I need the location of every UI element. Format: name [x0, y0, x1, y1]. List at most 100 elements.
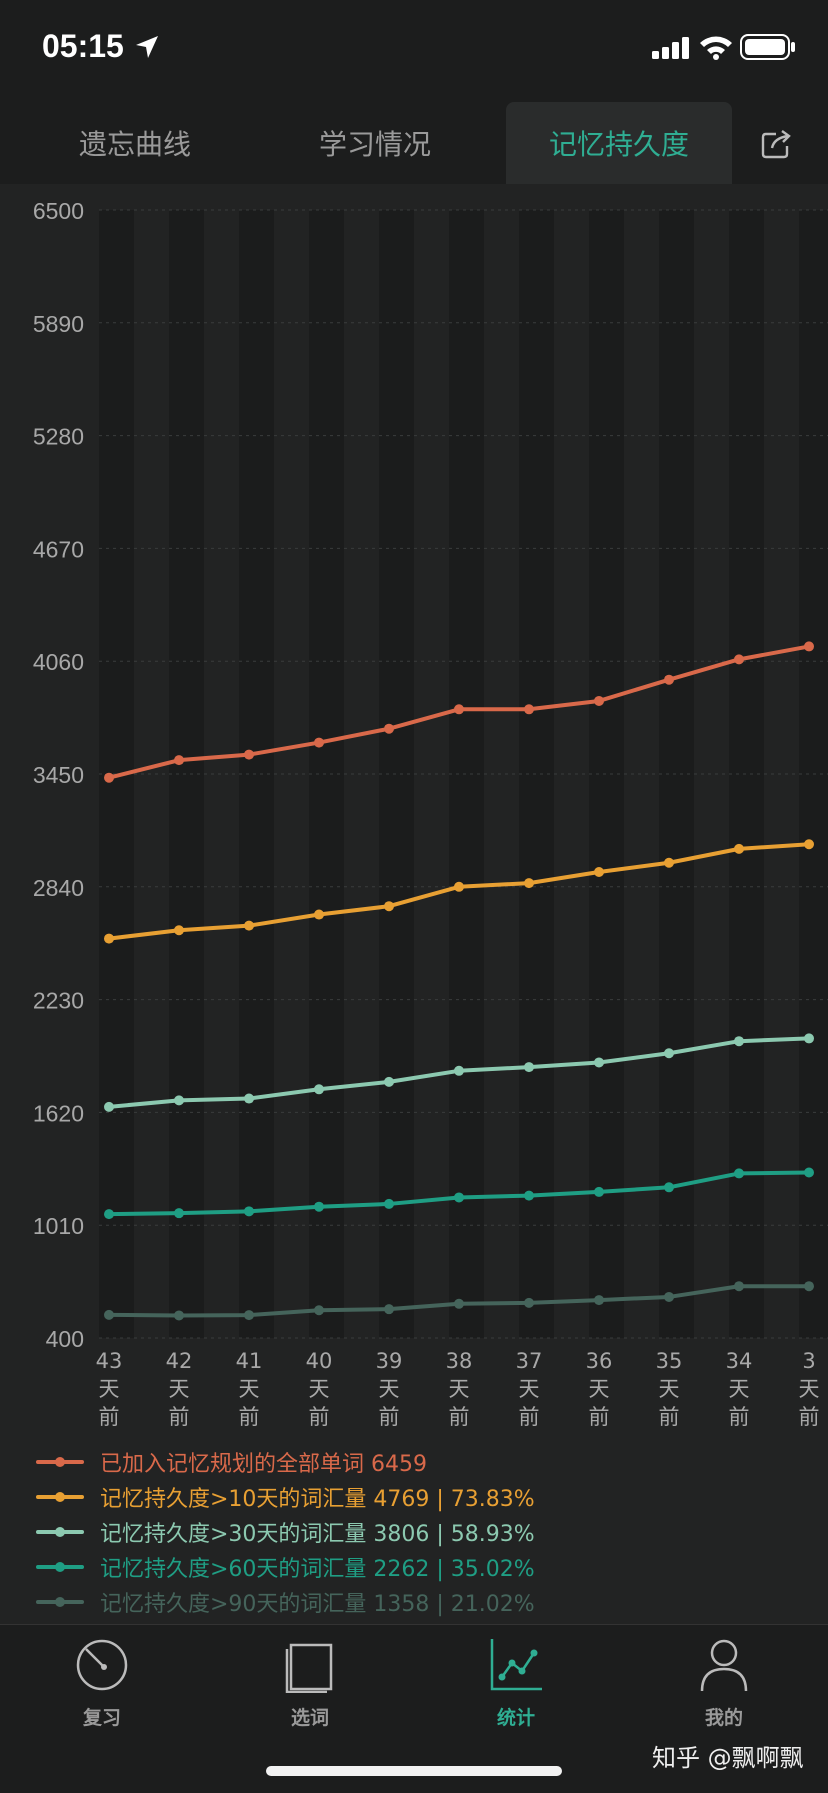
legend-label: 记忆持久度>10天的词汇量 4769 | 73.83% — [100, 1486, 535, 1512]
legend-swatch — [36, 1491, 84, 1502]
data-point — [174, 925, 184, 936]
legend-item[interactable]: 记忆持久度>10天的词汇量 4769 | 73.83% — [36, 1479, 535, 1514]
nav-select-words[interactable]: 选词 — [250, 1637, 370, 1730]
watermark: 知乎 @飘啊飘 — [652, 1744, 804, 1772]
data-point — [384, 723, 394, 734]
book-icon — [285, 1643, 333, 1694]
data-point — [664, 1291, 674, 1302]
data-point — [314, 737, 324, 748]
data-point — [314, 1084, 324, 1095]
data-point — [664, 1048, 674, 1059]
legend-item[interactable]: 记忆持久度>90天的词汇量 1358 | 21.02% — [36, 1584, 535, 1619]
memory-durability-chart: 6500 5890 5280 4670 4060 3450 2840 2230 1620 1010… — [33, 198, 828, 1429]
tab-memory-durability[interactable]: 记忆持久度 — [506, 102, 732, 184]
data-point — [594, 1186, 604, 1197]
data-point — [664, 674, 674, 685]
data-point — [174, 1310, 184, 1321]
data-point — [524, 1062, 534, 1073]
stats-icon — [490, 1639, 542, 1691]
data-point — [174, 1208, 184, 1219]
y-tick-label: 400 — [46, 1326, 84, 1352]
nav-stats-label: 统计 — [496, 1707, 535, 1729]
data-point — [314, 1201, 324, 1212]
gauge-icon — [76, 1639, 128, 1691]
data-point — [524, 878, 534, 889]
legend-swatch — [36, 1561, 84, 1572]
data-point — [524, 1297, 534, 1308]
tab-learning-status[interactable]: 学习情况 — [318, 128, 431, 161]
data-point — [174, 755, 184, 766]
y-tick-label: 4670 — [33, 536, 84, 562]
data-point — [734, 1168, 744, 1179]
data-point — [384, 1198, 394, 1209]
legend-label: 记忆持久度>90天的词汇量 1358 | 21.02% — [100, 1591, 535, 1617]
tab-bar: 遗忘曲线 学习情况 记忆持久度 — [0, 100, 828, 184]
data-point — [734, 1281, 744, 1292]
nav-select-words-label: 选词 — [290, 1707, 329, 1729]
chart-legend: 已加入记忆规划的全部单词 6459 记忆持久度>10天的词汇量 4769 | 73… — [36, 1444, 535, 1619]
data-point — [104, 1209, 114, 1220]
legend-label: 已加入记忆规划的全部单词 6459 — [100, 1451, 427, 1477]
x-tick-label: 41 天前 — [236, 1349, 263, 1429]
y-tick-label: 5890 — [33, 311, 84, 337]
wifi-icon — [700, 36, 732, 60]
share-icon[interactable] — [760, 128, 794, 160]
y-tick-label: 4060 — [33, 649, 84, 675]
x-tick-label: 37 天前 — [516, 1349, 543, 1429]
data-point — [524, 704, 534, 715]
battery-icon — [740, 34, 795, 60]
data-point — [384, 1076, 394, 1087]
nav-stats[interactable]: 统计 — [456, 1637, 576, 1730]
legend-swatch — [36, 1526, 84, 1537]
data-point — [594, 1057, 604, 1068]
nav-mine[interactable]: 我的 — [664, 1637, 784, 1730]
data-point — [594, 867, 604, 878]
x-tick-label: 40 天前 — [306, 1349, 333, 1429]
data-point — [804, 1167, 814, 1178]
x-tick-label: 43 天前 — [96, 1349, 123, 1429]
nav-review[interactable]: 复习 — [42, 1637, 162, 1730]
data-point — [454, 1192, 464, 1203]
data-point — [454, 704, 464, 715]
data-point — [314, 1305, 324, 1316]
legend-swatch — [36, 1456, 84, 1467]
data-point — [734, 1036, 744, 1047]
legend-label: 记忆持久度>30天的词汇量 3806 | 58.93% — [100, 1521, 535, 1547]
data-point — [244, 1206, 254, 1217]
x-tick-label: 36 天前 — [586, 1349, 613, 1429]
x-tick-label: 42 天前 — [166, 1349, 193, 1429]
data-point — [174, 1095, 184, 1106]
legend-item[interactable]: 已加入记忆规划的全部单词 6459 — [36, 1444, 535, 1479]
nav-review-label: 复习 — [82, 1707, 121, 1729]
data-point — [734, 654, 744, 665]
legend-label: 记忆持久度>60天的词汇量 2262 | 35.02% — [100, 1556, 535, 1582]
data-point — [454, 1298, 464, 1309]
legend-item[interactable]: 记忆持久度>30天的词汇量 3806 | 58.93% — [36, 1514, 535, 1549]
legend-item[interactable]: 记忆持久度>60天的词汇量 2262 | 35.02% — [36, 1549, 535, 1584]
data-point — [804, 641, 814, 652]
tab-forgetting-curve[interactable]: 遗忘曲线 — [78, 128, 191, 161]
y-tick-label: 1620 — [33, 1100, 84, 1126]
data-point — [734, 843, 744, 854]
data-point — [454, 881, 464, 892]
data-point — [594, 695, 604, 706]
y-tick-label: 3450 — [33, 762, 84, 788]
x-tick-label: 39 天前 — [376, 1349, 403, 1429]
location-arrow-icon — [136, 36, 158, 58]
x-tick-label: 38 天前 — [446, 1349, 473, 1429]
y-tick-label: 2230 — [33, 988, 84, 1014]
status-time: 05:15 — [42, 28, 124, 64]
data-point — [384, 1304, 394, 1315]
data-point — [384, 901, 394, 912]
data-point — [104, 1101, 114, 1112]
data-point — [314, 909, 324, 920]
home-indicator[interactable] — [266, 1766, 562, 1776]
status-bar: 05:15 — [0, 0, 828, 100]
legend-swatch — [36, 1596, 84, 1607]
data-point — [664, 1182, 674, 1193]
x-tick-label: 35 天前 — [656, 1349, 683, 1429]
data-point — [594, 1295, 604, 1306]
x-tick-label: 3 天前 — [799, 1349, 820, 1429]
data-point — [454, 1065, 464, 1076]
data-point — [664, 857, 674, 868]
